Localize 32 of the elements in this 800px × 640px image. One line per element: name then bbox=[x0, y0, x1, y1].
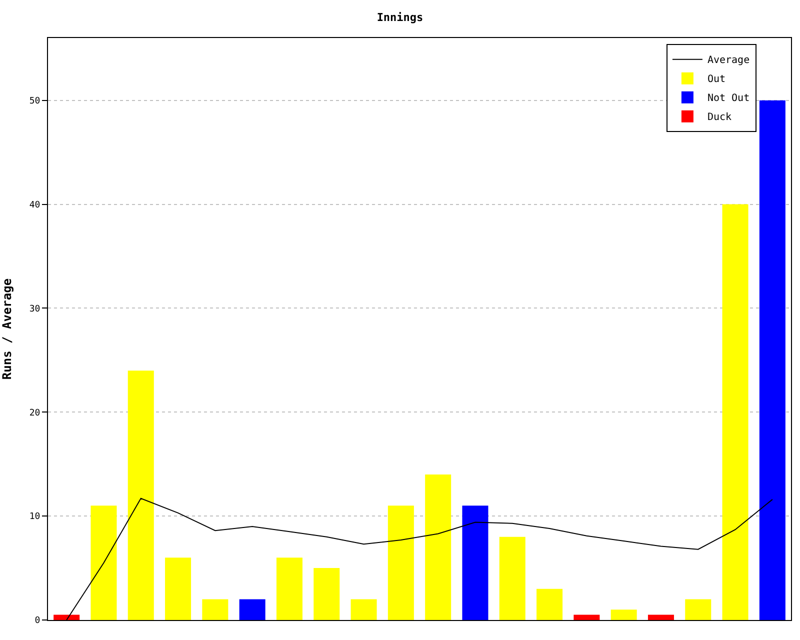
bar bbox=[54, 614, 80, 620]
bar bbox=[499, 536, 526, 620]
y-tick-label: 0 bbox=[34, 616, 40, 626]
bar bbox=[574, 614, 600, 620]
y-tick-label: 50 bbox=[29, 96, 40, 107]
bar bbox=[128, 370, 154, 620]
bar bbox=[314, 568, 340, 620]
y-tick-label: 30 bbox=[29, 304, 40, 314]
legend-label: Out bbox=[707, 74, 726, 86]
legend-label: Not Out bbox=[707, 93, 750, 104]
bar bbox=[388, 506, 414, 620]
bar bbox=[722, 204, 748, 620]
bar bbox=[90, 506, 117, 620]
y-tick-label: 20 bbox=[29, 408, 40, 418]
bar bbox=[759, 100, 786, 620]
bar bbox=[350, 599, 377, 620]
bar bbox=[239, 599, 266, 620]
bar bbox=[648, 614, 674, 620]
bar bbox=[425, 474, 452, 620]
legend-label: Average bbox=[707, 55, 750, 66]
y-axis-title: Runs / Average bbox=[0, 278, 14, 380]
bar bbox=[165, 558, 192, 620]
bar bbox=[610, 610, 637, 620]
bar bbox=[462, 506, 488, 620]
y-tick-label: 40 bbox=[29, 200, 40, 210]
bar bbox=[202, 599, 228, 620]
bar bbox=[276, 558, 302, 620]
bar bbox=[536, 588, 563, 620]
bar bbox=[685, 599, 712, 620]
chart-title: Innings bbox=[376, 11, 424, 24]
y-tick-label: 10 bbox=[29, 512, 40, 522]
legend-label: Duck bbox=[707, 112, 732, 124]
